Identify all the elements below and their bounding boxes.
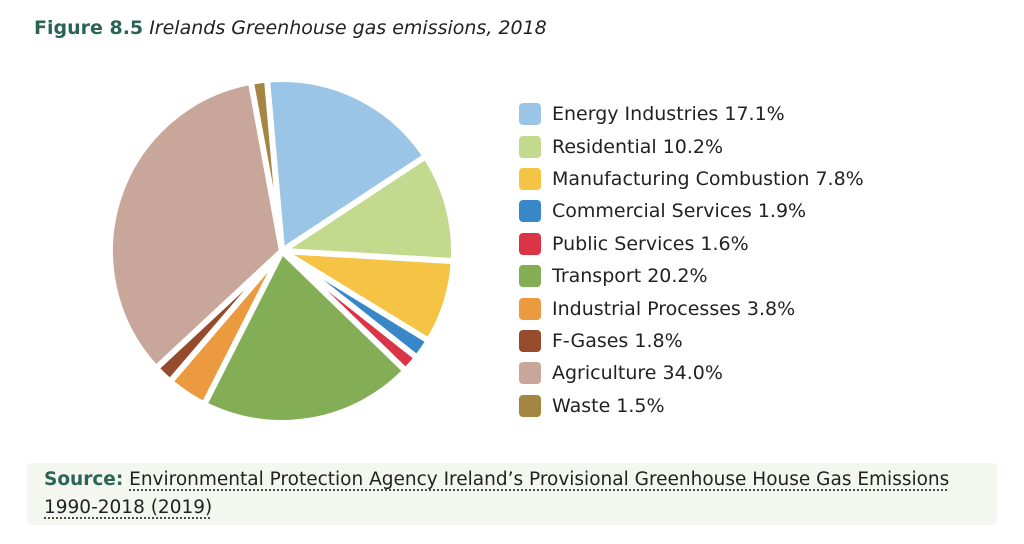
- legend-swatch: [519, 167, 541, 190]
- pie-chart: [107, 76, 457, 426]
- legend-swatch: [519, 394, 541, 417]
- legend-swatch: [519, 265, 541, 288]
- legend-swatch: [519, 200, 541, 223]
- figure-number: Figure 8.5: [34, 17, 144, 39]
- source-note: Source: Environmental Protection Agency …: [27, 463, 997, 525]
- legend-swatch: [519, 135, 541, 158]
- pie-slice-energy-industries: [264, 76, 429, 254]
- legend-item-agriculture: Agriculture 34.0%: [519, 357, 864, 389]
- legend-label: F-Gases 1.8%: [552, 329, 683, 352]
- pie-slice-transport: [201, 248, 409, 426]
- legend-label: Manufacturing Combustion 7.8%: [552, 167, 864, 190]
- legend-item-energy-industries: Energy Industries 17.1%: [519, 98, 864, 130]
- pie-slice-residential: [279, 153, 457, 265]
- legend-item-residential: Residential 10.2%: [519, 130, 864, 162]
- legend-label: Residential 10.2%: [552, 135, 724, 158]
- figure-caption: Irelands Greenhouse gas emissions, 2018: [149, 17, 547, 39]
- legend-label: Agriculture 34.0%: [552, 362, 723, 385]
- legend-swatch: [519, 232, 541, 255]
- figure-title: Figure 8.5 Irelands Greenhouse gas emiss…: [34, 17, 547, 39]
- legend-item-public-services: Public Services 1.6%: [519, 228, 864, 260]
- legend-item-f-gases: F-Gases 1.8%: [519, 325, 864, 357]
- legend-item-transport: Transport 20.2%: [519, 260, 864, 292]
- legend-label: Public Services 1.6%: [552, 232, 749, 255]
- source-label: Source:: [44, 469, 124, 490]
- legend-swatch: [519, 329, 541, 352]
- legend-label: Waste 1.5%: [552, 394, 665, 417]
- chart-legend: Energy Industries 17.1% Residential 10.2%…: [519, 98, 864, 422]
- legend-label: Commercial Services 1.9%: [552, 200, 807, 223]
- legend-item-commercial-services: Commercial Services 1.9%: [519, 195, 864, 227]
- legend-swatch: [519, 297, 541, 320]
- legend-label: Industrial Processes 3.8%: [552, 297, 796, 320]
- pie-slice-waste: [247, 76, 285, 254]
- legend-item-waste: Waste 1.5%: [519, 390, 864, 422]
- legend-swatch: [519, 362, 541, 385]
- legend-label: Energy Industries 17.1%: [552, 103, 785, 126]
- legend-label: Transport 20.2%: [552, 265, 708, 288]
- legend-item-industrial-processes: Industrial Processes 3.8%: [519, 292, 864, 324]
- pie-slice-agriculture: [107, 78, 285, 372]
- source-link[interactable]: Environmental Protection Agency Ireland’…: [44, 469, 950, 518]
- legend-swatch: [519, 103, 541, 126]
- legend-item-manufacturing-combustion: Manufacturing Combustion 7.8%: [519, 163, 864, 195]
